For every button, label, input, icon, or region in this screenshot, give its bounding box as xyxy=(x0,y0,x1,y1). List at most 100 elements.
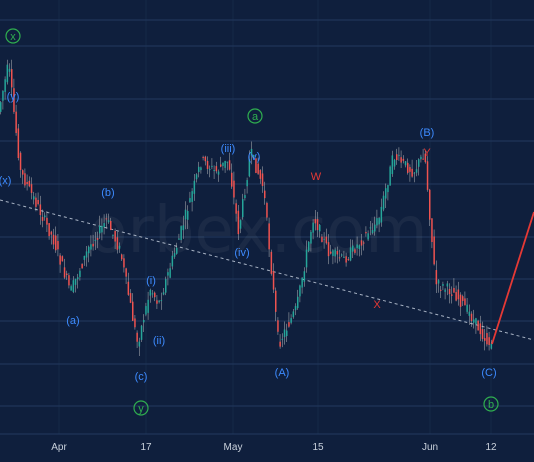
wave-label-a: a xyxy=(252,111,259,123)
candle xyxy=(96,237,99,240)
candle xyxy=(466,304,468,312)
wave-label-x-circle: x xyxy=(5,28,21,44)
candle xyxy=(68,275,70,286)
candle xyxy=(411,168,413,177)
candle xyxy=(352,245,354,252)
x-tick-label: May xyxy=(224,442,243,453)
candle xyxy=(325,236,328,244)
wave-label-b: b xyxy=(488,399,494,411)
candle xyxy=(455,292,457,301)
candle xyxy=(292,311,295,318)
candle xyxy=(118,245,121,249)
candle xyxy=(99,225,101,234)
wave-label-iv: (iv) xyxy=(234,247,249,259)
candle xyxy=(433,236,435,265)
x-tick-label: 12 xyxy=(485,442,497,453)
candle xyxy=(107,220,110,223)
candle xyxy=(459,294,462,307)
wave-label-A: (A) xyxy=(275,367,290,379)
candle xyxy=(365,232,367,234)
candle xyxy=(310,231,312,244)
wave-label-c: (c) xyxy=(135,371,148,383)
candle xyxy=(101,225,103,233)
wave-label-y: y xyxy=(138,403,144,415)
candle xyxy=(398,154,400,156)
candle xyxy=(349,247,352,261)
candle xyxy=(413,172,416,174)
candle xyxy=(138,341,141,347)
candle xyxy=(231,172,233,187)
candle xyxy=(343,256,345,258)
candle xyxy=(220,164,222,167)
candle xyxy=(244,195,246,199)
wave-label-a-circle: a xyxy=(247,108,263,124)
candle xyxy=(182,225,185,231)
candle xyxy=(336,250,339,255)
candle xyxy=(209,169,211,171)
candle xyxy=(288,322,290,327)
candle xyxy=(17,128,20,159)
candle xyxy=(305,249,308,268)
projection-line xyxy=(491,211,534,345)
candle xyxy=(79,270,81,278)
candle xyxy=(204,156,207,162)
candle xyxy=(39,204,42,216)
x-tick-label: Apr xyxy=(51,442,67,453)
candle xyxy=(206,161,209,169)
wave-labels-layer: x (y) (x) (a) (b) (i) (ii) (c) y X (iii) a (v) (iv) (A… xyxy=(0,28,499,447)
x-tick-label: Jun xyxy=(422,442,438,453)
candle xyxy=(356,244,358,248)
candle xyxy=(173,253,176,257)
candle xyxy=(140,325,143,340)
projection-layer xyxy=(491,211,534,345)
wave-circle xyxy=(483,396,499,412)
candle xyxy=(176,247,178,254)
candle xyxy=(156,300,158,304)
candles-layer xyxy=(0,59,493,356)
candle xyxy=(48,223,50,237)
candle xyxy=(385,188,387,199)
candle xyxy=(112,234,114,236)
candle xyxy=(470,313,473,321)
candle xyxy=(435,270,438,285)
candle xyxy=(22,170,24,175)
candle xyxy=(193,180,196,194)
candle xyxy=(246,180,248,187)
candle xyxy=(396,154,398,160)
candle xyxy=(464,298,466,306)
candle xyxy=(341,254,343,256)
candle xyxy=(334,249,336,257)
candle xyxy=(4,79,6,92)
candle xyxy=(453,287,455,293)
candle xyxy=(233,180,235,198)
candle xyxy=(437,280,440,284)
candle xyxy=(191,191,193,202)
candle xyxy=(473,319,475,323)
candle xyxy=(360,240,363,246)
candle xyxy=(462,296,464,301)
candle xyxy=(316,219,319,231)
candle xyxy=(376,218,378,226)
candle xyxy=(308,241,310,251)
candle xyxy=(28,180,31,187)
wave-label-y-circle: y xyxy=(133,400,149,416)
candle xyxy=(189,198,191,203)
candle xyxy=(85,251,88,258)
candle xyxy=(418,159,420,167)
candle xyxy=(74,278,77,285)
candle xyxy=(222,162,224,166)
candle xyxy=(211,165,213,167)
candle xyxy=(407,162,409,173)
candle xyxy=(24,173,26,186)
candle xyxy=(121,254,123,260)
candle xyxy=(391,155,394,175)
candle xyxy=(420,156,422,160)
candle xyxy=(380,206,383,223)
x-tick-label: 17 xyxy=(140,442,152,453)
candle xyxy=(369,227,372,229)
candle xyxy=(259,170,262,179)
candle xyxy=(314,219,317,224)
candle xyxy=(160,300,163,302)
